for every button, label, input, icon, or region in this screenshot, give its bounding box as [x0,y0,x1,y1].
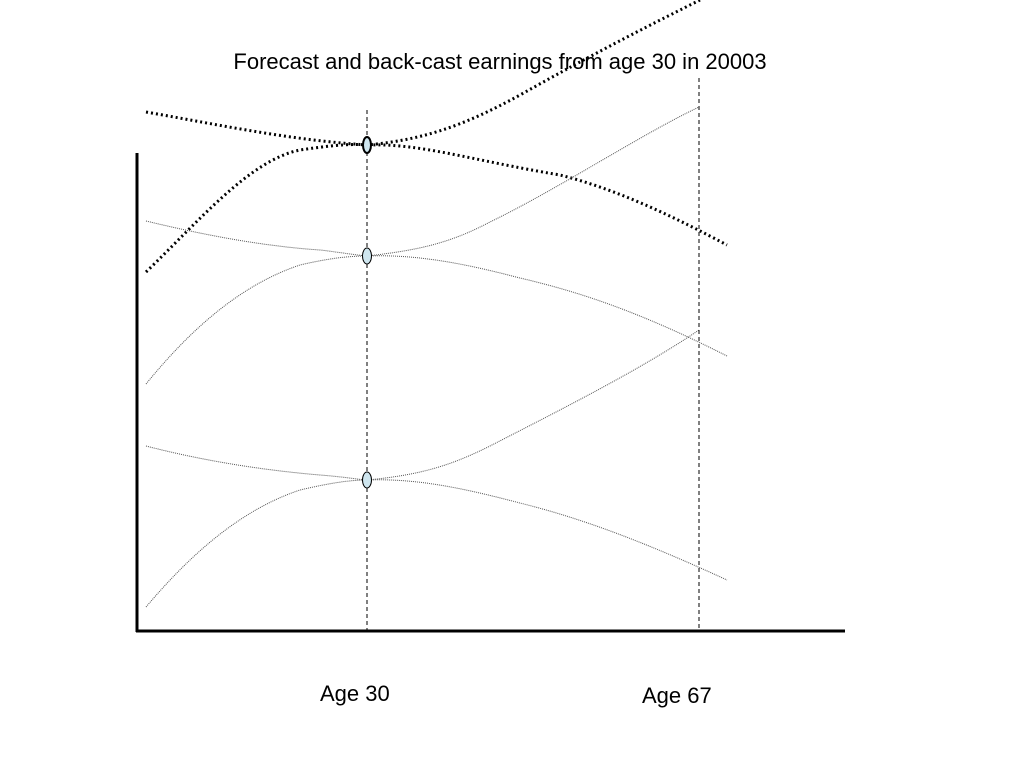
middle-earnings-fan [145,106,728,385]
top-node [362,136,372,154]
bottom-lower-curve [145,445,728,581]
middle-upper-curve [145,106,700,385]
age-67-label: Age 67 [642,683,712,708]
top-upper-curve [144,0,701,274]
diagram-title: Forecast and back-cast earnings from age… [233,49,767,74]
middle-node [362,247,372,265]
bottom-earnings-fan [145,329,728,608]
bottom-node [362,471,372,489]
middle-lower-curve [145,220,728,357]
bottom-upper-curve [145,329,700,608]
top-lower-curve [145,110,728,247]
top-earnings-fan [144,0,728,274]
age-30-label: Age 30 [320,681,390,706]
